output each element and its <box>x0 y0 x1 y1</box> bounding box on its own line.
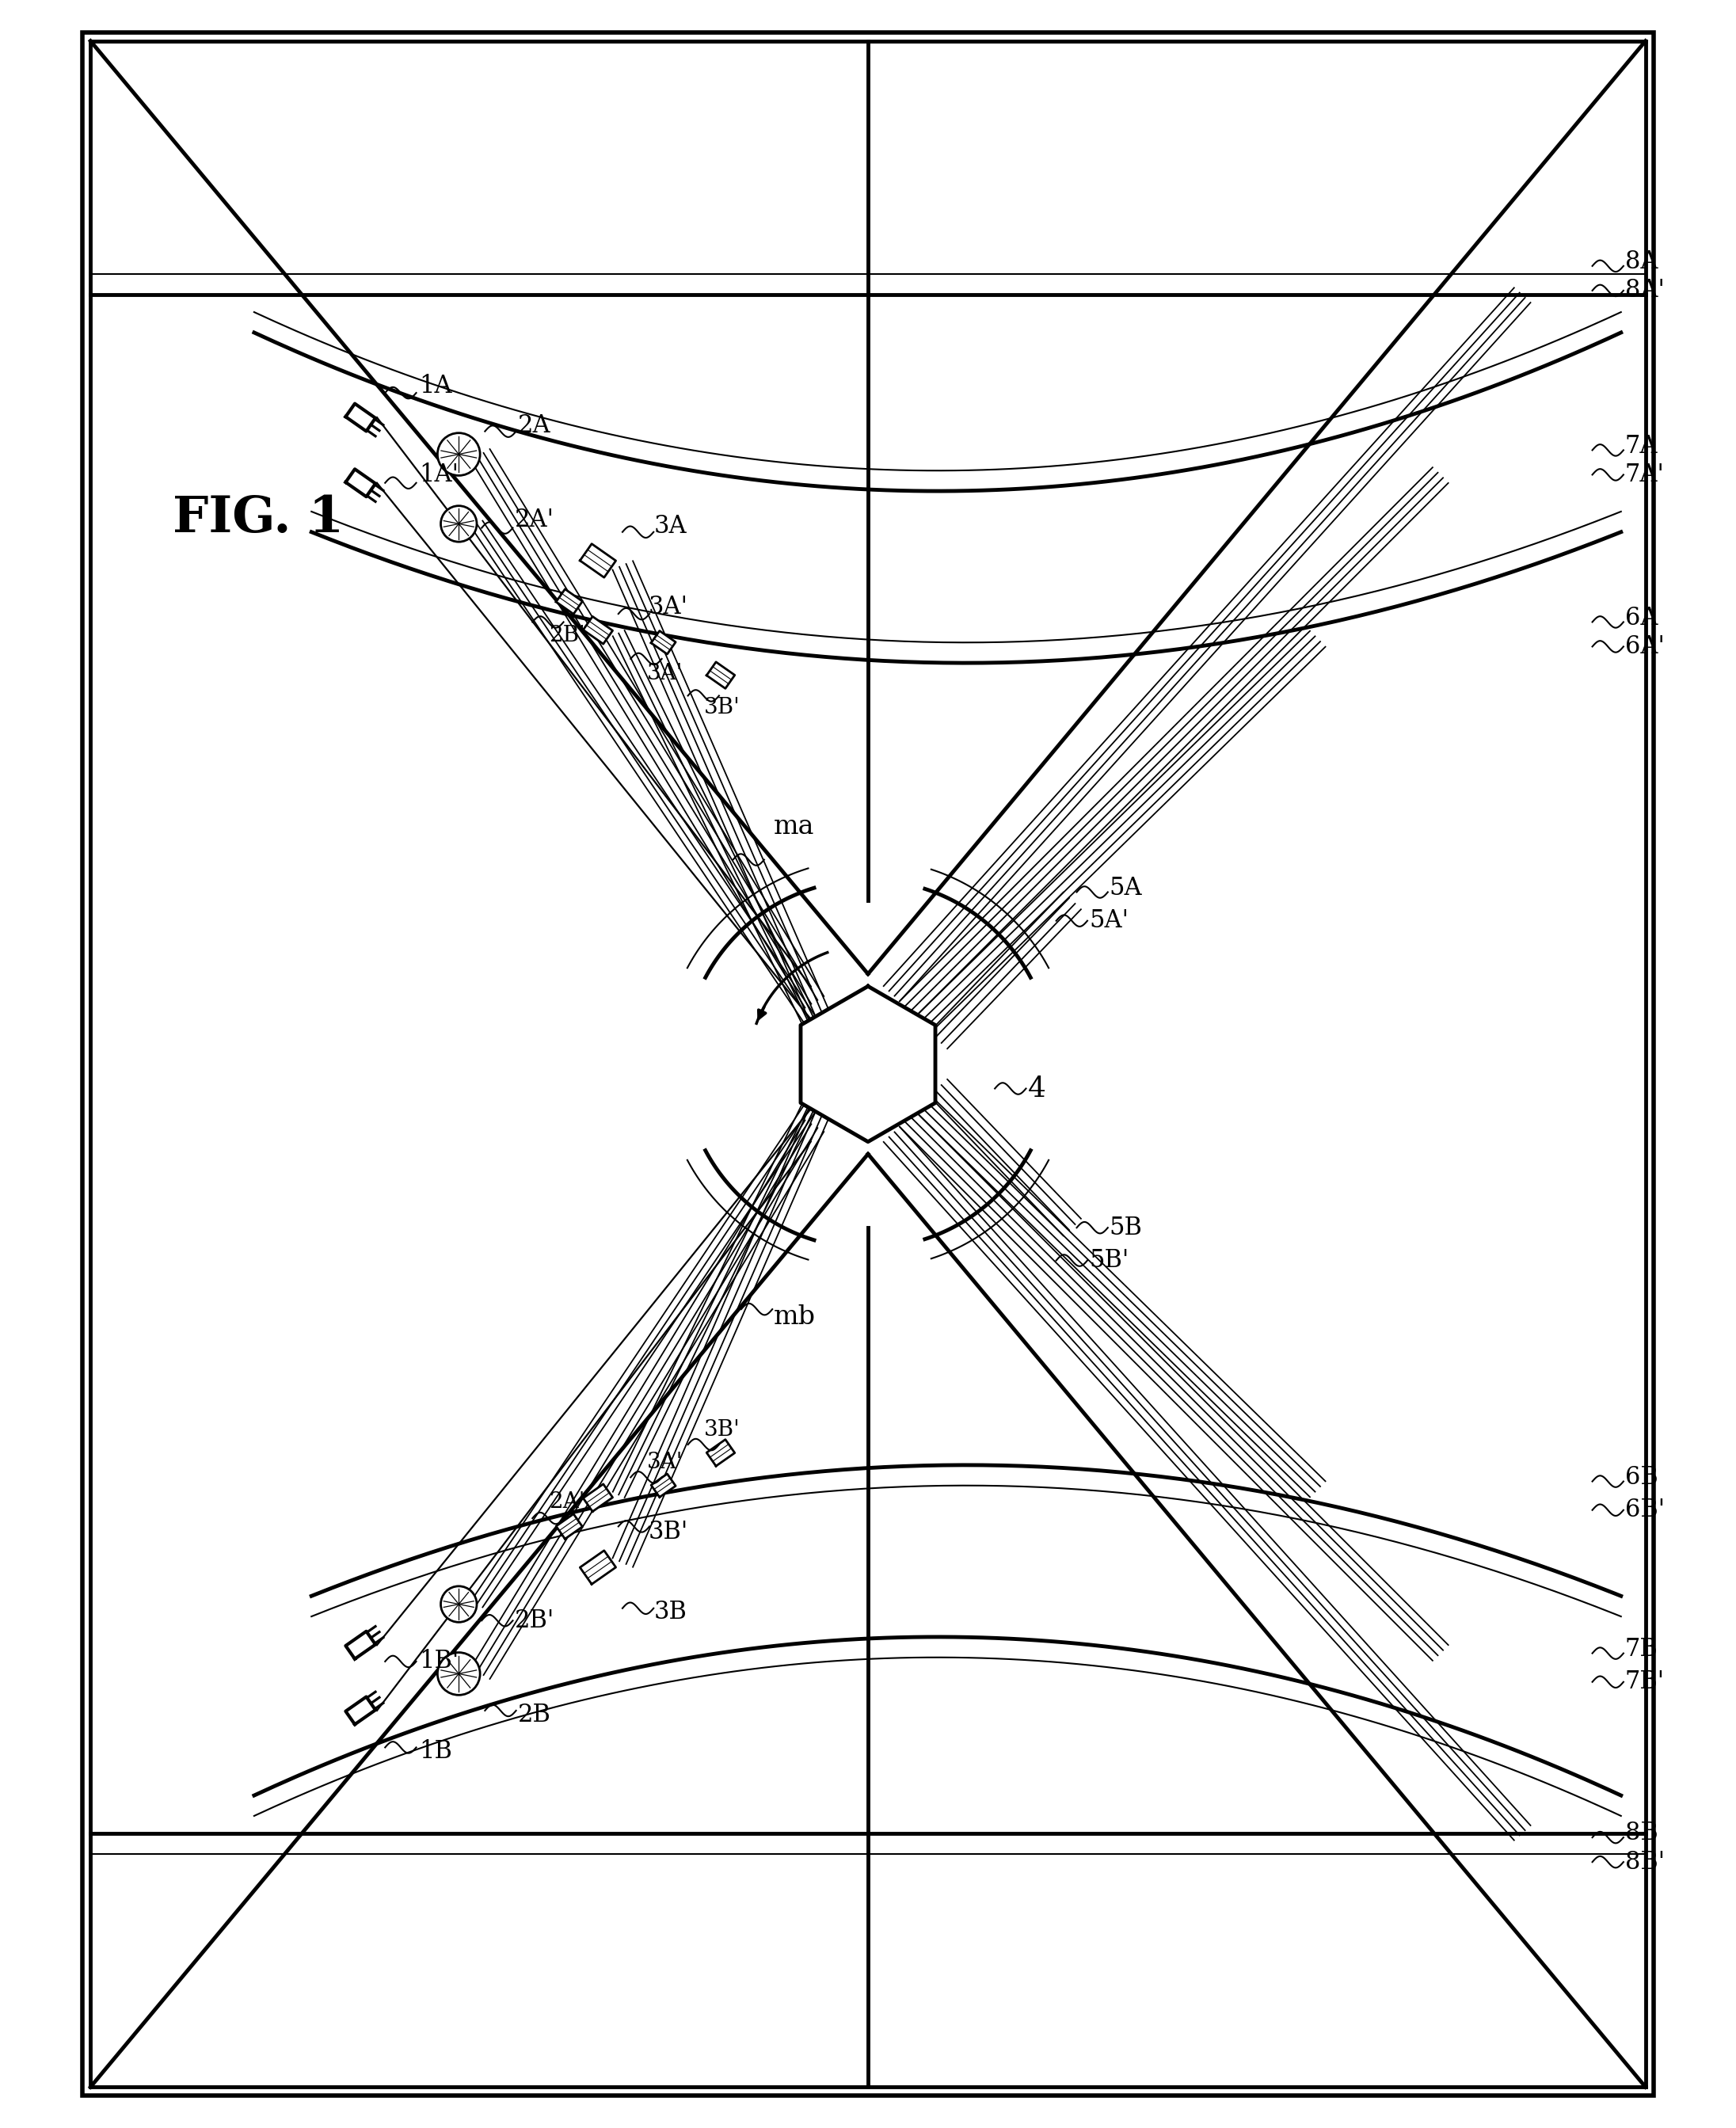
Circle shape <box>441 1585 477 1622</box>
Polygon shape <box>707 662 734 689</box>
Text: 6A: 6A <box>1625 606 1658 630</box>
Text: 5A: 5A <box>1109 877 1142 900</box>
Text: 2A': 2A' <box>549 1492 585 1513</box>
Text: 8A': 8A' <box>1625 279 1665 302</box>
Text: 1A': 1A' <box>420 462 458 487</box>
Text: 7B': 7B' <box>1625 1670 1665 1694</box>
Text: 3B': 3B' <box>649 1519 689 1545</box>
Text: 5B': 5B' <box>1088 1249 1128 1273</box>
Text: 3B': 3B' <box>705 698 741 719</box>
Text: 3A': 3A' <box>648 1451 682 1473</box>
Text: 4: 4 <box>1028 1075 1045 1102</box>
Text: 8B': 8B' <box>1625 1849 1665 1875</box>
Polygon shape <box>651 630 675 653</box>
Text: 1A: 1A <box>420 375 453 398</box>
Text: FIG. 1: FIG. 1 <box>172 494 344 543</box>
Polygon shape <box>345 1632 375 1660</box>
Polygon shape <box>345 1696 375 1724</box>
Text: 7A': 7A' <box>1625 462 1665 487</box>
Polygon shape <box>580 545 616 577</box>
Text: 2B': 2B' <box>514 1609 554 1632</box>
Text: 6B': 6B' <box>1625 1498 1665 1522</box>
Text: 7A: 7A <box>1625 434 1658 458</box>
Polygon shape <box>345 468 375 496</box>
Circle shape <box>437 1653 481 1696</box>
Text: 8A: 8A <box>1625 249 1658 275</box>
Text: 5B: 5B <box>1109 1215 1142 1241</box>
Text: 2A': 2A' <box>514 506 554 532</box>
Text: 6B: 6B <box>1625 1464 1658 1490</box>
Text: 3A': 3A' <box>649 596 687 619</box>
Polygon shape <box>556 589 583 615</box>
Text: 3A: 3A <box>653 515 686 538</box>
Circle shape <box>441 506 477 543</box>
Text: 2B: 2B <box>517 1702 550 1728</box>
Polygon shape <box>583 1483 613 1511</box>
Polygon shape <box>800 985 936 1143</box>
Polygon shape <box>583 617 613 645</box>
Text: 1B': 1B' <box>420 1649 460 1675</box>
Polygon shape <box>556 1513 583 1539</box>
Text: 3A': 3A' <box>648 664 682 685</box>
Text: mb: mb <box>774 1304 816 1330</box>
Text: 2B': 2B' <box>549 626 585 647</box>
Circle shape <box>437 432 481 475</box>
Text: 1B: 1B <box>420 1739 453 1764</box>
Text: 8B: 8B <box>1625 1822 1658 1845</box>
Polygon shape <box>580 1551 616 1583</box>
Text: ma: ma <box>774 815 814 841</box>
Text: 7B: 7B <box>1625 1636 1658 1662</box>
Polygon shape <box>707 1439 734 1466</box>
Text: 5A': 5A' <box>1088 909 1128 932</box>
Polygon shape <box>345 404 375 432</box>
Text: 3B': 3B' <box>705 1419 741 1441</box>
Text: 6A': 6A' <box>1625 634 1665 660</box>
Text: 3B: 3B <box>653 1600 687 1624</box>
Polygon shape <box>651 1475 675 1498</box>
Text: 2A: 2A <box>517 413 550 438</box>
